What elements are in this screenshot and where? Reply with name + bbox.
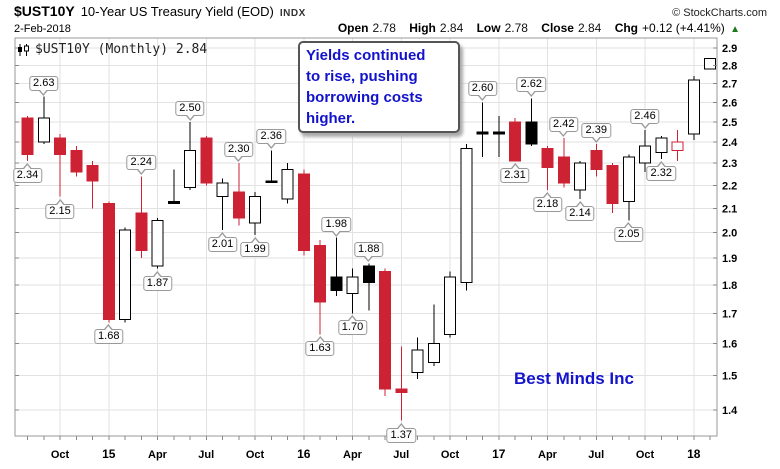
watermark-text: Best Minds Inc [514, 369, 634, 388]
candle-body [330, 276, 343, 292]
candle-body [346, 276, 359, 294]
y-axis-label: 2.8 [722, 60, 737, 72]
chart-legend: $UST10Y (Monthly) 2.84 [17, 42, 207, 57]
candle-body [119, 229, 131, 320]
candle-body [444, 276, 456, 335]
x-axis-label: Jul [198, 449, 214, 461]
candle-body [639, 145, 651, 164]
header: $UST10Y 10-Year US Treasury Yield (EOD) … [14, 3, 767, 19]
candle-body [379, 270, 391, 390]
candle-body [460, 147, 473, 283]
candle-body [249, 196, 261, 224]
x-axis-label: 16 [297, 447, 311, 461]
annotation-box: Yields continued to rise, pushing borrow… [298, 41, 460, 133]
y-axis-label: 2.6 [722, 97, 737, 109]
candle-body [622, 156, 635, 202]
candle-body [655, 137, 668, 154]
y-axis-label: 1.6 [722, 339, 737, 351]
candle-body [281, 169, 294, 200]
copyright: © StockCharts.com [672, 7, 767, 19]
ohlc-quote: Open 2.78 High 2.84 Low 2.78 Close 2.84 Chg +… [338, 21, 740, 35]
candle-body [492, 131, 505, 135]
candle-body [297, 173, 310, 251]
y-axis-label: 2.4 [722, 137, 738, 149]
y-axis-label: 2.3 [722, 158, 737, 170]
candle-body [525, 121, 538, 145]
candle-body [411, 349, 424, 373]
high-label: High [409, 21, 436, 35]
exchange-tag: INDX [279, 8, 306, 19]
sharpchart-icon [18, 43, 29, 56]
x-axis-label: Oct [636, 449, 655, 461]
candle-body [70, 149, 83, 173]
quote-strip: 2-Feb-2018 Open 2.78 High 2.84 Low 2.78 Clo… [14, 21, 740, 35]
candle-body [135, 212, 148, 251]
high-value: 2.84 [439, 21, 464, 35]
plot-border [14, 37, 718, 437]
chg-label: Chg [614, 21, 639, 35]
candle-body [427, 343, 440, 364]
candle-body [509, 121, 521, 162]
candle-body [184, 149, 196, 189]
open-label: Open [337, 21, 369, 35]
candle-body [151, 219, 164, 267]
candle-body [54, 137, 66, 156]
low-label: Low [476, 21, 501, 35]
close-value: 2.84 [577, 21, 602, 35]
y-axis-label: 1.7 [722, 308, 737, 320]
chg-value: +0.12 (+4.41%) [642, 21, 725, 35]
x-axis-label: 18 [687, 447, 701, 461]
x-axis-label: 17 [492, 447, 506, 461]
close-label: Close [541, 21, 574, 35]
y-axis-label: 2.9 [722, 43, 737, 55]
candle-body [671, 141, 684, 151]
candle-body [590, 149, 603, 171]
y-axis-label: 2.2 [722, 180, 737, 192]
candle-body [102, 203, 115, 320]
chart-title: 10-Year US Treasury Yield (EOD) [80, 4, 274, 19]
x-axis-label: Oct [441, 449, 460, 461]
x-axis-label: Apr [343, 449, 363, 461]
candle-body [86, 164, 99, 182]
candle-body [21, 117, 34, 156]
candle-body [395, 388, 408, 393]
x-axis-label: Jul [588, 449, 604, 461]
legend-text: $UST10Y (Monthly) 2.84 [35, 42, 208, 57]
y-axis-label: 2.5 [722, 117, 737, 129]
x-axis-label: Apr [148, 449, 168, 461]
x-axis-label: Apr [538, 449, 558, 461]
candle-body [265, 180, 278, 183]
candle-body [200, 137, 213, 184]
y-axis-label: 2.7 [722, 79, 737, 91]
candle-body [167, 200, 180, 205]
candle-body [216, 182, 229, 198]
candle-body [362, 265, 375, 283]
candle-body [574, 162, 586, 191]
candle-body [557, 156, 570, 184]
y-axis-label: 2.1 [722, 203, 737, 215]
candle-body [476, 131, 489, 135]
open-value: 2.78 [372, 21, 396, 35]
candle-body [232, 191, 245, 219]
y-axis-label: 1.5 [722, 371, 737, 383]
x-axis-label: Oct [246, 449, 265, 461]
candle-body [37, 117, 50, 143]
candle-body [606, 164, 619, 205]
candle-body [314, 244, 326, 303]
candle-body [541, 147, 554, 169]
candle-body [687, 79, 700, 135]
x-axis-label: Oct [51, 449, 70, 461]
candle-body [704, 57, 716, 70]
up-triangle-icon: ▲ [730, 24, 740, 35]
x-axis-label: 15 [102, 447, 116, 461]
x-axis-label: Jul [393, 449, 409, 461]
y-axis-label: 1.9 [722, 253, 737, 265]
low-value: 2.78 [504, 21, 528, 35]
symbol: $UST10Y [14, 3, 75, 19]
chart-date: 2-Feb-2018 [14, 23, 71, 35]
y-axis-label: 2.0 [722, 228, 737, 240]
y-axis-label: 1.8 [722, 280, 737, 292]
y-axis-label: 1.4 [722, 405, 738, 417]
